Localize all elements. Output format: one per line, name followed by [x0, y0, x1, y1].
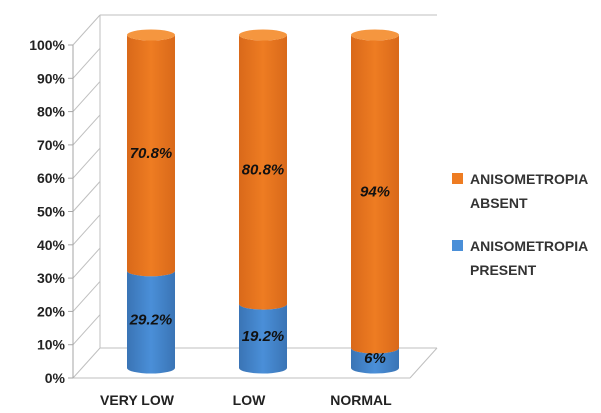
y-tick-label: 50%	[37, 204, 66, 220]
side-wall-gridline	[72, 314, 101, 346]
y-axis: 0% 10% 20% 30% 40% 50% 60% 70% 80% 90% 100%	[29, 37, 74, 386]
data-label: 70.8%	[130, 145, 173, 162]
x-category-label: VERY LOW	[100, 392, 175, 408]
data-labels: 29.2% 70.8% 19.2% 80.8% 6% 94%	[129, 145, 390, 367]
legend-swatch-absent	[452, 173, 463, 184]
bars	[127, 29, 399, 374]
bar-anisometropia-absent-very-low	[127, 35, 175, 277]
x-category-label: NORMAL	[330, 392, 392, 408]
y-tick-label: 90%	[37, 70, 66, 86]
x-axis: VERY LOW LOW NORMAL	[100, 392, 392, 408]
bar-anisometropia-absent-normal	[351, 35, 399, 354]
y-tick-label: 40%	[37, 237, 66, 253]
side-wall-gridline	[72, 147, 101, 179]
y-tick-label: 100%	[29, 37, 65, 53]
side-wall-gridline	[72, 214, 101, 246]
y-tick-label: 70%	[37, 137, 66, 153]
floor-right-edge	[409, 347, 438, 379]
bar-anisometropia-absent-low	[239, 35, 287, 310]
side-wall-gridline	[72, 14, 101, 46]
y-tick-label: 20%	[37, 303, 66, 319]
legend-swatch-present	[452, 240, 463, 251]
side-wall-gridline	[72, 114, 101, 146]
legend-label-present: ANISOMETROPIA PRESENT	[470, 238, 588, 278]
bar-cap	[127, 29, 175, 41]
y-tick-label: 80%	[37, 104, 66, 120]
bar-anisometropia-present-low	[239, 304, 287, 374]
data-label: 6%	[364, 350, 386, 367]
side-wall-gridline	[72, 347, 101, 379]
bar-cap	[351, 29, 399, 41]
side-wall-gridline	[72, 47, 101, 79]
side-wall-gridline	[72, 81, 101, 112]
bar-anisometropia-present-very-low	[127, 270, 175, 374]
bar-cap	[239, 29, 287, 41]
y-tick-label: 60%	[37, 170, 66, 186]
y-tick-label: 0%	[45, 370, 66, 386]
bar-anisometropia-present-normal	[351, 348, 399, 374]
y-tick-label: 10%	[37, 337, 66, 353]
side-wall-gridline	[72, 247, 101, 279]
legend-label-absent: ANISOMETROPIA ABSENT	[470, 171, 588, 211]
data-label: 94%	[360, 184, 390, 201]
data-label: 29.2%	[129, 311, 173, 328]
data-label: 19.2%	[242, 328, 285, 345]
x-category-label: LOW	[233, 392, 266, 408]
side-wall-gridline	[72, 281, 101, 312]
y-tick-label: 30%	[37, 270, 66, 286]
data-label: 80.8%	[242, 162, 285, 179]
side-wall-gridline	[72, 181, 101, 212]
